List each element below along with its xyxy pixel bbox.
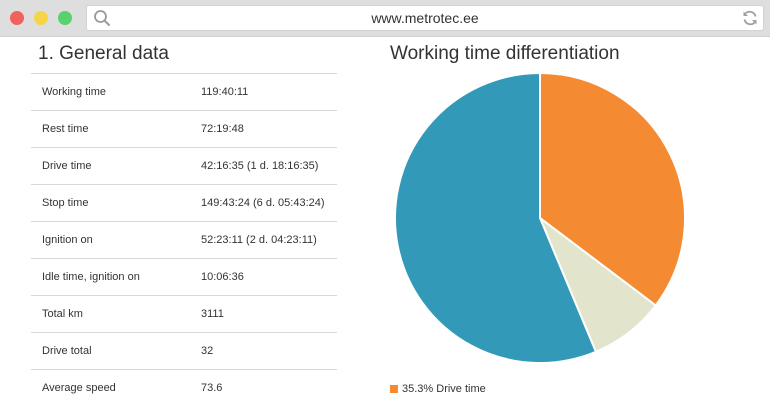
row-value: 52:23:11 (2 d. 04:23:11) xyxy=(201,234,317,246)
url-text: www.metrotec.ee xyxy=(371,10,479,26)
row-value: 72:19:48 xyxy=(201,123,244,135)
chart-title: Working time differentiation xyxy=(390,43,620,64)
row-label: Working time xyxy=(42,86,106,98)
table-row: Average speed 73.6 xyxy=(31,369,337,400)
row-label: Rest time xyxy=(42,123,89,135)
close-window-button[interactable] xyxy=(10,11,24,25)
general-data-title: 1. General data xyxy=(38,43,169,64)
row-label: Drive total xyxy=(42,345,92,357)
legend-label: 35.3% Drive time xyxy=(402,383,486,395)
legend-swatch xyxy=(390,385,398,393)
refresh-icon[interactable] xyxy=(741,9,759,27)
row-label: Drive time xyxy=(42,160,92,172)
row-value: 73.6 xyxy=(201,382,223,395)
pie-slice-2[interactable] xyxy=(394,71,598,364)
table-row: Working time 119:40:11 xyxy=(31,73,337,111)
address-bar[interactable]: www.metrotec.ee xyxy=(86,5,764,31)
row-label: Stop time xyxy=(42,197,89,209)
search-icon xyxy=(94,10,110,26)
working-time-pie-chart xyxy=(394,71,686,364)
chart-legend: 35.3% Drive time xyxy=(390,383,486,395)
browser-toolbar: www.metrotec.ee xyxy=(0,0,770,37)
row-value: 32 xyxy=(201,345,214,357)
maximize-window-button[interactable] xyxy=(58,11,72,25)
general-data-table: Working time 119:40:11 Rest time 72:19:48 Dr… xyxy=(31,73,337,400)
row-value: 10:06:36 xyxy=(201,271,244,283)
row-label: Ignition on xyxy=(42,234,93,246)
row-value: 149:43:24 (6 d. 05:43:24) xyxy=(201,197,325,209)
table-row: Rest time 72:19:48 xyxy=(31,110,337,148)
row-value: 3111 xyxy=(201,308,224,320)
table-row: Total km 3111 xyxy=(31,295,337,333)
row-value: 42:16:35 (1 d. 18:16:35) xyxy=(201,160,319,172)
row-label: Total km xyxy=(42,308,83,320)
row-label: Average speed xyxy=(42,382,116,395)
table-row: Drive total 32 xyxy=(31,332,337,370)
table-row: Ignition on 52:23:11 (2 d. 04:23:11) xyxy=(31,221,337,259)
row-value: 119:40:11 xyxy=(201,86,249,98)
pie-slice-0[interactable] xyxy=(539,71,686,307)
minimize-window-button[interactable] xyxy=(34,11,48,25)
table-row: Stop time 149:43:24 (6 d. 05:43:24) xyxy=(31,184,337,222)
table-row: Idle time, ignition on 10:06:36 xyxy=(31,258,337,296)
table-row: Drive time 42:16:35 (1 d. 18:16:35) xyxy=(31,147,337,185)
row-label: Idle time, ignition on xyxy=(42,271,140,283)
